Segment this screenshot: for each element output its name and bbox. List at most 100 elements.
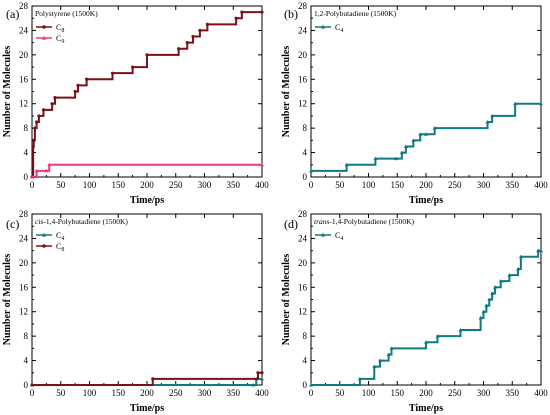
x-tick-label: 150 [112, 388, 126, 398]
x-tick-label: 50 [56, 388, 66, 398]
x-tick-label: 350 [506, 388, 520, 398]
data-point [435, 334, 440, 338]
data-point [498, 279, 503, 283]
chart-panel-1: (a) 0 50 100 150 200 250 300 350 400 0 4 8 12 16 20 24 28… [2, 1, 269, 206]
x-tick-label: 50 [335, 180, 345, 190]
x-tick-label: 350 [227, 388, 241, 398]
data-point [357, 376, 362, 381]
legend-label-subscript: 4 [340, 236, 343, 242]
legend-label-subscript: 9 [61, 39, 64, 45]
data-point [481, 309, 486, 314]
x-tick-label: 400 [255, 180, 269, 190]
data-point [34, 168, 39, 173]
panel-label: (a) [6, 7, 19, 21]
plot-frame [310, 213, 542, 386]
y-tick-label: 8 [303, 123, 308, 133]
y-axis-label: Number of Molecules [281, 46, 292, 138]
x-tick-label: 100 [362, 180, 376, 190]
data-point [234, 16, 238, 20]
x-axis-label: Time/ps [409, 403, 443, 414]
legend-title-text: -1,4-Polybutadiene (1500K) [329, 217, 414, 226]
x-tick-label: 350 [506, 180, 520, 190]
y-tick-label: 12 [19, 99, 28, 109]
y-tick-label: 0 [303, 172, 308, 182]
y-tick-label: 24 [298, 25, 308, 35]
legend-marker [42, 244, 46, 248]
data-point [240, 10, 244, 14]
data-point [424, 340, 428, 344]
legend-label-base: C [56, 242, 61, 251]
data-point [378, 358, 382, 363]
data-point [85, 77, 89, 81]
x-tick-label: 0 [309, 388, 314, 398]
data-point [191, 34, 195, 39]
x-tick-label: 0 [30, 180, 35, 190]
plot-frame [31, 5, 263, 178]
data-point [403, 144, 408, 148]
y-tick-label: 0 [303, 380, 308, 390]
x-tick-label: 150 [112, 180, 126, 190]
legend-label-subscript: 4 [61, 236, 64, 242]
data-point [198, 28, 202, 33]
data-point [177, 47, 181, 51]
y-tick-label: 12 [19, 307, 28, 317]
y-axis-label: Number of Molecules [281, 254, 292, 346]
data-point [31, 144, 35, 149]
data-point [485, 120, 490, 124]
data-point [205, 22, 209, 26]
data-point [145, 53, 149, 57]
series-line-1 [32, 11, 262, 178]
legend-label-base: C [56, 23, 61, 32]
data-point [518, 254, 523, 259]
data-point [490, 113, 495, 118]
legend-label: C8 [56, 23, 64, 34]
data-point [539, 101, 543, 106]
data-point [44, 168, 49, 173]
data-point [131, 65, 135, 69]
x-tick-label: 300 [477, 388, 491, 398]
data-point [478, 315, 483, 320]
data-point [418, 132, 423, 136]
data-point [260, 10, 264, 14]
data-point [260, 371, 264, 375]
legend-label-base: C [56, 34, 61, 43]
data-point [493, 285, 497, 289]
legend-label: C9 [56, 34, 64, 45]
y-tick-label: 8 [24, 331, 29, 341]
data-point [50, 102, 54, 106]
data-point [256, 371, 260, 375]
data-point [47, 162, 52, 167]
x-tick-label: 400 [255, 388, 269, 398]
data-point [37, 114, 41, 118]
x-tick-label: 200 [419, 180, 433, 190]
y-tick-label: 12 [298, 99, 307, 109]
y-tick-label: 8 [24, 123, 29, 133]
y-tick-label: 0 [24, 380, 29, 390]
x-axis-label: Time/ps [409, 195, 443, 206]
data-point [484, 303, 489, 308]
data-point [73, 89, 77, 94]
data-point [53, 96, 57, 100]
data-point [513, 101, 518, 106]
panel-label: (c) [6, 217, 19, 231]
data-point [536, 248, 541, 253]
x-tick-label: 0 [309, 180, 314, 190]
y-axis-label: Number of Molecules [2, 254, 13, 346]
y-tick-label: 16 [298, 74, 308, 84]
legend-label: C4 [56, 231, 64, 242]
x-axis-label: Time/ps [130, 403, 164, 414]
legend-title: Polystyrene (1500K) [35, 9, 98, 18]
y-tick-label: 24 [19, 25, 29, 35]
y-tick-label: 28 [298, 1, 308, 11]
x-tick-label: 100 [83, 388, 97, 398]
data-point [110, 71, 115, 75]
y-tick-label: 20 [19, 258, 29, 268]
y-tick-label: 12 [298, 307, 307, 317]
legend-title: trans-1,4-Polybutadiene (1500K) [314, 217, 414, 226]
legend-title-prefix: trans [314, 217, 330, 226]
y-tick-label: 28 [19, 209, 29, 219]
x-tick-label: 400 [534, 388, 548, 398]
legend-marker [41, 232, 47, 237]
x-tick-label: 250 [448, 180, 462, 190]
x-tick-label: 50 [56, 180, 66, 190]
